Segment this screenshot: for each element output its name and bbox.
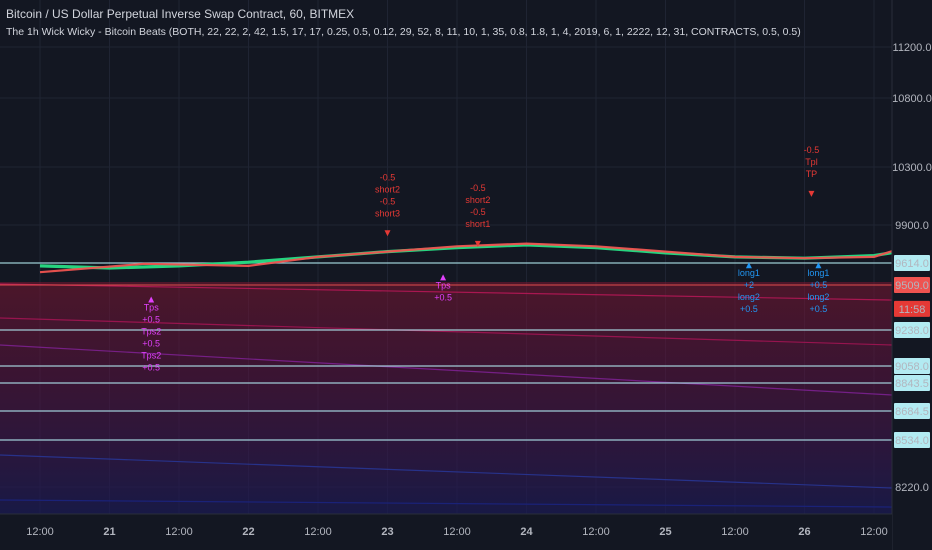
signal-arrow (745, 262, 752, 269)
y-tick-label: 8220.0 (895, 482, 929, 494)
signal-label: +0.5 (142, 362, 160, 372)
x-tick-label: 12:00 (26, 526, 54, 538)
signal-label: -0.5 (380, 172, 396, 182)
channel-line (0, 317, 893, 346)
price-label-box (894, 277, 930, 293)
price-labels: 9614.0 9509.0 11:58 9238.0 9058.0 8843.5 8684.… (894, 255, 930, 448)
signal-label: -0.5 (804, 145, 820, 155)
price-label-box (894, 432, 930, 448)
signal-label: TP (806, 169, 818, 179)
x-tick-label: 12:00 (721, 526, 749, 538)
signal-label: short1 (465, 219, 490, 229)
price-label-box (894, 255, 930, 271)
signal-label: long1 (738, 268, 760, 278)
price-label: 11:58 (899, 304, 926, 316)
x-tick-label: 12:00 (443, 526, 471, 538)
channel-line (0, 283, 893, 301)
price-label: 9058.0 (895, 361, 929, 373)
signal-arrow (440, 274, 447, 281)
signal-label: short2 (375, 184, 400, 194)
signal-label: Tps (436, 280, 452, 290)
x-tick-label: 12:00 (860, 526, 888, 538)
short-arrow (474, 240, 481, 247)
signal-label: short2 (465, 195, 490, 205)
signal-label: -0.5 (470, 207, 486, 217)
time-axis[interactable]: 12:00 21 12:00 22 12:00 23 12:00 24 12:00 25 12:00… (26, 526, 888, 538)
y-tick-label: 10800.0 (892, 93, 932, 105)
signal-label: +0.5 (142, 314, 160, 324)
y-tick-label: 9900.0 (895, 220, 929, 232)
signal-label: +0.5 (434, 292, 452, 302)
x-tick-label: 12:00 (582, 526, 610, 538)
price-label-box (894, 300, 930, 317)
x-tick-label: 26 (798, 526, 810, 538)
channel-line (0, 454, 893, 489)
level-lines (0, 262, 892, 441)
signal-arrow (148, 296, 155, 303)
price-label: 8843.5 (895, 378, 929, 390)
x-tick-label: 25 (659, 526, 671, 538)
zone-band (0, 282, 892, 514)
signal-label: long2 (738, 292, 760, 302)
price-label: 9238.0 (895, 325, 929, 337)
price-label: 8684.5 (895, 406, 929, 418)
signal-label: Tpl (805, 157, 818, 167)
signal-label: long1 (807, 268, 829, 278)
x-tick-label: 12:00 (304, 526, 332, 538)
trade-signals: -0.5 short2 -0.5 short3 -0.5 short2 -0.5 short1… (141, 145, 829, 373)
short-arrow (808, 190, 815, 197)
signal-label: short3 (375, 208, 400, 218)
signal-arrow (815, 262, 822, 269)
signal-label: Tps (144, 302, 160, 312)
signal-label: +0.5 (740, 304, 758, 314)
signal-label: +0.5 (810, 280, 828, 290)
short-arrow (384, 230, 391, 237)
x-tick-label: 24 (520, 526, 533, 538)
price-label-box (894, 375, 930, 391)
price-label: 8534.0 (895, 435, 929, 447)
x-tick-label: 23 (381, 526, 393, 538)
price-label: 9614.0 (895, 258, 929, 270)
price-label-box (894, 358, 930, 374)
signal-label: +0.5 (810, 304, 828, 314)
price-label-box (894, 322, 930, 338)
y-tick-label: 10300.0 (892, 162, 932, 174)
price-axis-background[interactable] (892, 0, 932, 550)
signal-label: -0.5 (380, 196, 396, 206)
signal-label: long2 (807, 292, 829, 302)
channel-lines (0, 283, 893, 508)
time-axis-background[interactable] (0, 514, 892, 550)
signal-label: -0.5 (470, 183, 486, 193)
channel-line (0, 499, 893, 508)
channel-line (0, 344, 893, 396)
chart-title: Bitcoin / US Dollar Perpetual Inverse Sw… (6, 7, 354, 21)
y-tick-label: 11200.0 (893, 42, 932, 54)
x-tick-label: 12:00 (165, 526, 193, 538)
signal-label: Tps2 (141, 326, 161, 336)
price-label: 9509.0 (895, 280, 929, 292)
x-tick-label: 22 (242, 526, 254, 538)
price-label-box (894, 403, 930, 419)
signal-label: +2 (744, 280, 754, 290)
signal-label: Tps2 (141, 350, 161, 360)
signal-label: +0.5 (142, 338, 160, 348)
indicator-legend[interactable]: The 1h Wick Wicky - Bitcoin Beats (BOTH,… (6, 26, 801, 38)
x-tick-label: 21 (103, 526, 115, 538)
